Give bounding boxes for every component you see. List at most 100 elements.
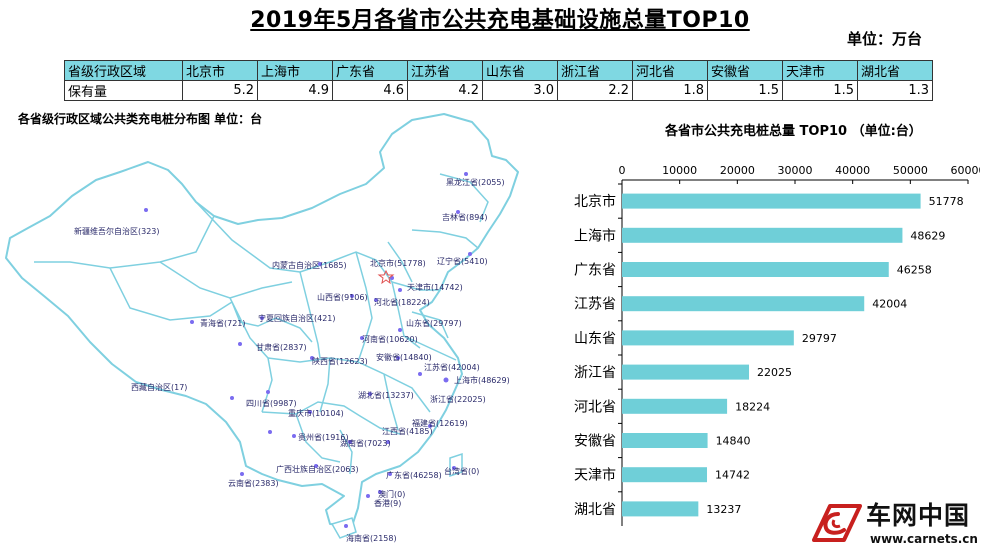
table-cell-value: 4.2 <box>407 80 483 101</box>
table-value-label: 保有量 <box>64 80 183 101</box>
map-label: 黑龙江省(2055) <box>446 177 505 187</box>
bar <box>622 296 865 312</box>
y-tick-label: 安徽省 <box>574 434 616 450</box>
carnets-logo-icon <box>812 504 862 542</box>
map-label: 山西省(9106) <box>317 292 368 302</box>
map-label: 海南省(2158) <box>346 533 397 543</box>
map-label: 天津市(14742) <box>407 282 463 292</box>
map-label: 江西省(4185) <box>382 426 433 436</box>
map-label: 香港(9) <box>374 498 401 508</box>
map-label: 陕西省(12623) <box>312 356 368 366</box>
y-tick-label: 江苏省 <box>574 297 616 313</box>
map-label: 台湾省(0) <box>444 466 479 476</box>
table-cell-region: 天津市 <box>782 60 858 81</box>
map-label: 江苏省(42004) <box>424 362 480 372</box>
data-label: 51778 <box>929 195 964 208</box>
table-header-label: 省级行政区域 <box>64 60 183 81</box>
y-tick-label: 湖北省 <box>574 502 616 518</box>
map-title: 各省级行政区域公共类充电桩分布图 单位：台 <box>18 112 263 126</box>
x-tick-label: 30000 <box>778 164 813 177</box>
map-label: 浙江省(22025) <box>430 394 486 404</box>
table-cell-region: 浙江省 <box>557 60 633 81</box>
data-label: 13237 <box>706 503 741 516</box>
x-tick-label: 60000 <box>951 164 981 177</box>
x-tick-label: 50000 <box>893 164 928 177</box>
y-tick-label: 浙江省 <box>574 365 616 381</box>
map-label: 内蒙古自治区(1685) <box>272 260 347 270</box>
capital-star-icon <box>377 269 395 285</box>
map-label: 广西壮族自治区(2063) <box>276 464 359 474</box>
table-cell-value: 1.3 <box>857 80 933 101</box>
unit-label: 单位：万台 <box>846 30 922 48</box>
map-label: 山东省(29797) <box>406 318 462 328</box>
map-label: 湖南省(7023) <box>340 438 391 448</box>
bar <box>622 193 921 209</box>
table-cell-region: 山东省 <box>482 60 558 81</box>
logo-name: 车网中国 <box>866 501 971 530</box>
x-tick-label: 40000 <box>835 164 870 177</box>
bar <box>622 433 708 448</box>
province-dots <box>144 172 472 528</box>
bar <box>622 364 750 380</box>
map-label: 吉林省(894) <box>442 212 488 222</box>
x-tick-label: 20000 <box>720 164 755 177</box>
bar <box>622 467 708 483</box>
table-cell-value: 3.0 <box>482 80 558 101</box>
map-label: 贵州省(1916) <box>298 432 349 442</box>
map-label: 福建省(12619) <box>412 418 468 428</box>
data-label: 46258 <box>897 264 932 277</box>
table-cell-region: 广东省 <box>332 60 408 81</box>
bar <box>622 227 903 243</box>
map-label: 湖北省(13237) <box>358 390 414 400</box>
bar-chart: 0 10000 20000 30000 40000 50000 60000 北京市 51778 上… <box>574 164 981 526</box>
table-cell-value: 1.8 <box>632 80 708 101</box>
data-label: 48629 <box>910 229 945 242</box>
bar <box>622 501 699 517</box>
data-label: 14742 <box>715 469 750 482</box>
table-cell-value: 1.5 <box>707 80 783 101</box>
map-label: 安徽省(14840) <box>376 352 432 362</box>
map-label: 重庆市(10104) <box>288 408 344 418</box>
map-label: 云南省(2383) <box>228 478 279 488</box>
table-cell-region: 湖北省 <box>857 60 933 81</box>
map-label: 澳门(0) <box>378 489 405 499</box>
table-cell-region: 上海市 <box>257 60 333 81</box>
data-label: 18224 <box>735 400 770 413</box>
x-tick-label: 0 <box>619 164 626 177</box>
summary-table: 省级行政区域 北京市 上海市 广东省 江苏省 山东省 浙江省 河北省 安徽省 天… <box>64 60 933 101</box>
y-tick-label: 北京市 <box>574 193 616 210</box>
map-label: 甘肃省(2837) <box>256 342 307 352</box>
data-label: 29797 <box>802 332 837 345</box>
table-cell-region: 河北省 <box>632 60 708 81</box>
y-tick-label: 山东省 <box>574 331 616 347</box>
map-label: 新疆维吾尔自治区(323) <box>74 226 160 236</box>
bar <box>622 262 889 277</box>
table-cell-value: 2.2 <box>557 80 633 101</box>
map-label: 西藏自治区(17) <box>131 382 187 392</box>
y-tick-label: 天津市 <box>574 467 616 484</box>
map-label: 上海市(48629) <box>454 375 510 385</box>
table-cell-region: 安徽省 <box>707 60 783 81</box>
map-label: 辽宁省(5410) <box>437 256 488 266</box>
table-cell-value: 4.9 <box>257 80 333 101</box>
map-label: 河北省(18224) <box>374 297 430 307</box>
y-tick-label: 上海市 <box>574 227 616 244</box>
map-label: 北京市(51778) <box>370 258 426 268</box>
islands <box>330 452 463 539</box>
table-value-row: 保有量 5.2 4.9 4.6 4.2 3.0 2.2 1.8 1.5 1.5 … <box>64 80 933 101</box>
bar <box>622 330 794 346</box>
map-label: 青海省(721) <box>200 318 246 328</box>
x-tick-label: 10000 <box>662 164 697 177</box>
map-labels: 新疆维吾尔自治区(323) 西藏自治区(17) 青海省(721) 甘肃省(283… <box>74 177 510 543</box>
map-label: 宁夏回族自治区(421) <box>258 313 336 323</box>
table-cell-region: 江苏省 <box>407 60 483 81</box>
data-label: 42004 <box>872 298 907 311</box>
data-label: 14840 <box>716 435 751 448</box>
table-cell-value: 4.6 <box>332 80 408 101</box>
logo-url: www.carnets.cn <box>870 532 978 546</box>
y-tick-label: 河北省 <box>574 399 616 415</box>
table-cell-value: 5.2 <box>182 80 258 101</box>
chart-title: 各省市公共充电桩总量 TOP10 （单位:台） <box>665 124 922 139</box>
china-map: 新疆维吾尔自治区(323) 西藏自治区(17) 青海省(721) 甘肃省(283… <box>5 113 519 543</box>
page-title: 2019年5月各省市公共充电基础设施总量TOP10 <box>250 8 750 33</box>
